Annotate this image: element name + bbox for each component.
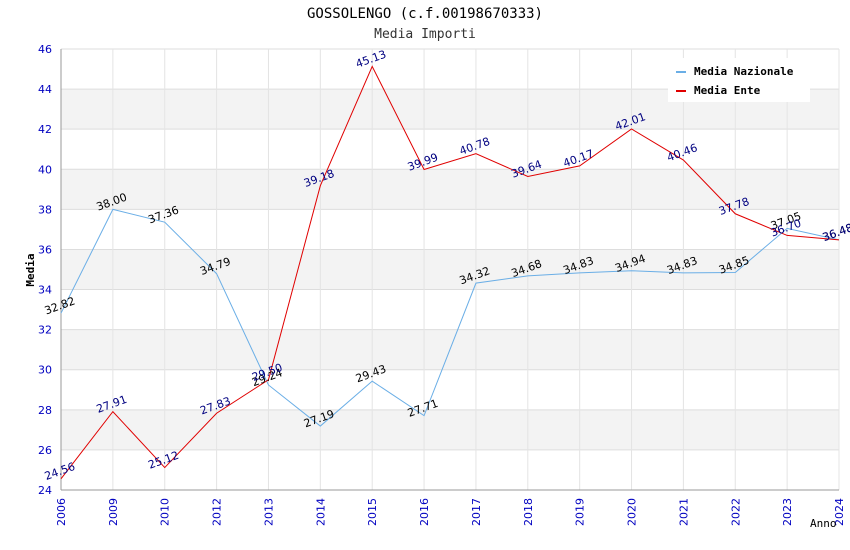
x-tick-label: 2015 xyxy=(366,498,379,526)
x-tick-label: 2020 xyxy=(626,498,639,526)
y-tick-label: 44 xyxy=(38,83,52,96)
y-tick-label: 24 xyxy=(38,484,52,497)
x-tick-label: 2012 xyxy=(211,498,224,526)
grid-band xyxy=(61,249,839,290)
y-tick-label: 32 xyxy=(38,324,52,337)
data-label: 25.12 xyxy=(147,449,181,472)
x-tick-label: 2013 xyxy=(262,498,275,526)
data-label: 24.56 xyxy=(43,460,77,483)
series-line-media-ente xyxy=(60,65,840,480)
y-axis-label: Media xyxy=(24,253,37,286)
y-tick-label: 30 xyxy=(38,364,52,377)
y-tick-labels: 24 26 28 30 32 34 36 38 40 42 44 46 xyxy=(38,43,52,497)
y-tick-label: 36 xyxy=(38,243,52,256)
x-tick-label: 2006 xyxy=(55,498,68,526)
x-tick-labels: 2006 2009 2010 2012 2013 2014 2015 2016 2017 2018… xyxy=(55,498,846,526)
x-tick-label: 2019 xyxy=(574,498,587,526)
x-tick-label: 2022 xyxy=(729,498,742,526)
y-tick-label: 46 xyxy=(38,43,52,56)
y-tick-label: 34 xyxy=(38,284,52,297)
y-tick-label: 40 xyxy=(38,163,52,176)
x-tick-label: 2016 xyxy=(418,498,431,526)
grid-band xyxy=(61,409,839,450)
x-tick-label: 2023 xyxy=(781,498,794,526)
y-tick-label: 26 xyxy=(38,444,52,457)
x-tick-label: 2021 xyxy=(677,498,690,526)
grid-band xyxy=(61,169,839,210)
data-label: 32.82 xyxy=(43,294,77,317)
legend: Media Nazionale Media Ente xyxy=(668,58,810,102)
series-lines xyxy=(60,65,840,480)
x-tick-label: 2024 xyxy=(833,498,846,526)
x-tick-label: 2014 xyxy=(314,498,327,526)
gridlines xyxy=(60,48,840,491)
y-tick-label: 28 xyxy=(38,404,52,417)
data-label: 40.46 xyxy=(665,141,699,164)
x-tick-label: 2018 xyxy=(522,498,535,526)
y-tick-label: 42 xyxy=(38,123,52,136)
x-tick-label: 2017 xyxy=(470,498,483,526)
data-label: 36.48 xyxy=(821,221,850,244)
y-tick-label: 38 xyxy=(38,203,52,216)
x-axis-label: Anno xyxy=(810,517,837,530)
chart-subtitle: Media Importi xyxy=(374,27,476,42)
chart-title: GOSSOLENGO (c.f.00198670333) xyxy=(306,6,543,22)
legend-label: Media Ente xyxy=(694,84,761,97)
x-tick-label: 2010 xyxy=(159,498,172,526)
legend-box xyxy=(668,58,810,102)
legend-label: Media Nazionale xyxy=(694,65,794,78)
data-label: 40.17 xyxy=(561,147,595,170)
series-line-media-nazionale xyxy=(60,208,840,427)
x-tick-label: 2009 xyxy=(107,498,120,526)
data-label: 45.13 xyxy=(354,48,388,71)
